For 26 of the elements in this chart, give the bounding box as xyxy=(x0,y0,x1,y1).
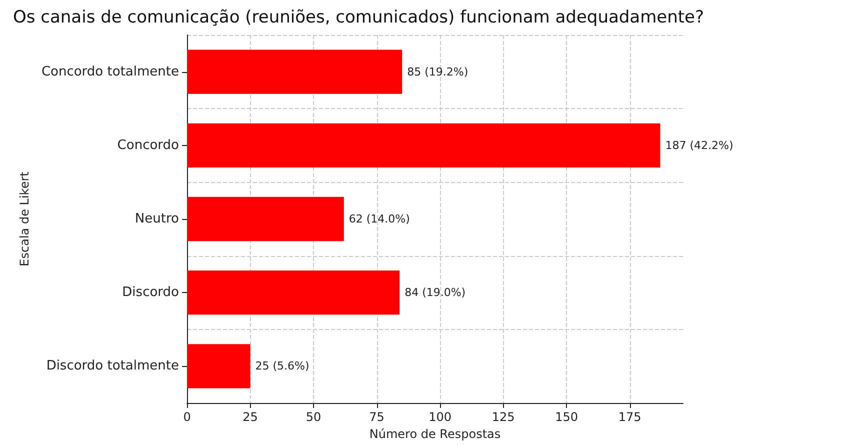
y-tick-label: Concordo totalmente xyxy=(41,64,179,80)
x-tick-label: 0 xyxy=(183,410,191,424)
x-tick-label: 150 xyxy=(555,410,578,424)
x-axis-title: Número de Respostas xyxy=(369,426,501,441)
data-label: 84 (19.0%) xyxy=(404,286,466,300)
bar xyxy=(187,270,400,315)
bar xyxy=(187,196,344,242)
data-label: 25 (5.6%) xyxy=(255,360,310,373)
y-tick-label: Discordo totalmente xyxy=(46,358,179,374)
data-label: 62 (14.0%) xyxy=(348,212,410,226)
chart-title: Os canais de comunicação (reuniões, comunicados) funcionam adequadamente? xyxy=(13,8,704,28)
y-tick-label: Concordo xyxy=(117,138,180,153)
bar xyxy=(187,123,660,168)
data-label: 187 (42.2%) xyxy=(665,138,734,152)
bar xyxy=(187,344,250,388)
x-tick-label: 125 xyxy=(492,410,515,424)
y-tick-label: Neutro xyxy=(134,212,180,226)
data-label: 85 (19.2%) xyxy=(407,65,468,78)
y-tick-label: Discordo xyxy=(122,285,180,300)
x-tick-label: 25 xyxy=(242,410,258,424)
x-tick-label: 175 xyxy=(618,410,642,424)
x-tick-label: 75 xyxy=(369,410,384,424)
bar xyxy=(187,50,402,94)
x-tick-label: 50 xyxy=(306,410,322,424)
x-tick-label: 100 xyxy=(428,410,452,424)
y-axis-title: Escala de Likert xyxy=(18,171,32,266)
